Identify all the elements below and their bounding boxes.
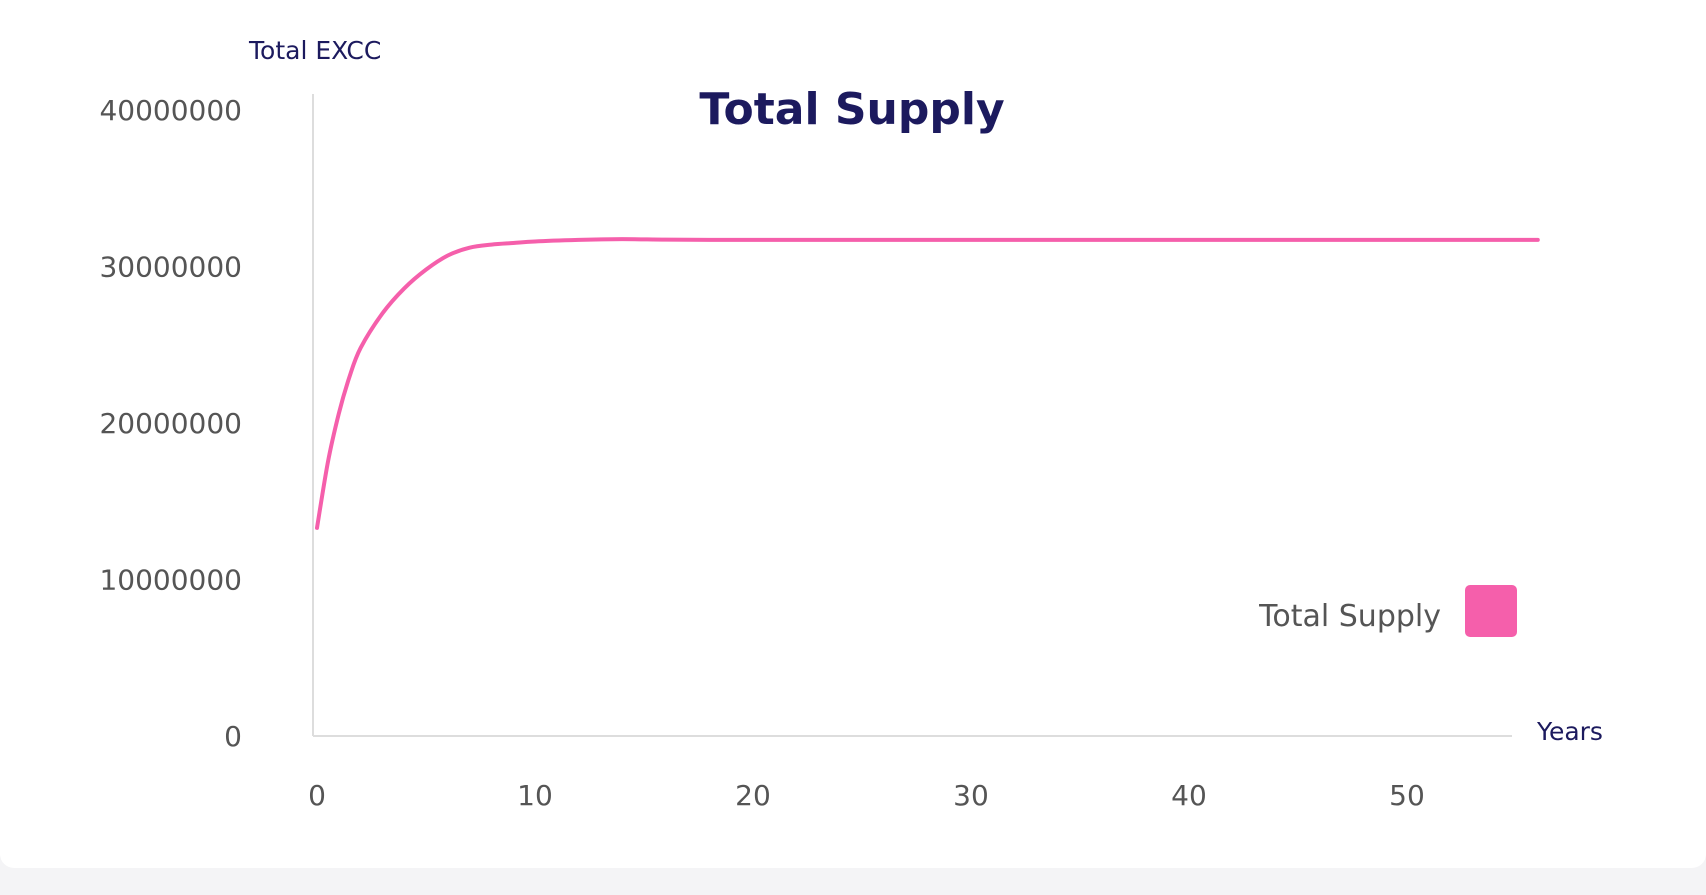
legend-label: Total Supply [1258, 599, 1441, 634]
y-tick-labels: 0 10000000 20000000 30000000 40000000 [99, 94, 242, 753]
x-tick-labels: 0 10 20 30 40 50 [308, 779, 1425, 812]
x-tick-label: 30 [953, 779, 989, 812]
legend-swatch [1465, 585, 1517, 637]
x-tick-label: 0 [308, 779, 326, 812]
y-tick-label: 30000000 [99, 251, 242, 284]
y-axis-label: Total EXCC [248, 36, 381, 65]
x-tick-label: 20 [735, 779, 771, 812]
chart-card: Total EXCC Total Supply 0 10000000 2000000… [0, 0, 1706, 868]
total-supply-chart: Total EXCC Total Supply 0 10000000 2000000… [99, 36, 1603, 812]
y-tick-label: 20000000 [99, 407, 242, 440]
x-tick-label: 50 [1389, 779, 1425, 812]
series-line-total-supply [315, 237, 1540, 530]
y-tick-label: 40000000 [99, 94, 242, 127]
chart-title: Total Supply [699, 84, 1004, 135]
y-tick-label: 10000000 [99, 564, 242, 597]
x-axis-label: Years [1536, 717, 1603, 746]
x-tick-label: 10 [517, 779, 553, 812]
y-tick-label: 0 [224, 720, 242, 753]
x-tick-label: 40 [1171, 779, 1207, 812]
